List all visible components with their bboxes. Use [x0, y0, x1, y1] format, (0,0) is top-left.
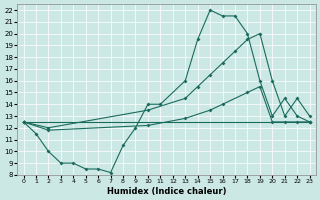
- X-axis label: Humidex (Indice chaleur): Humidex (Indice chaleur): [107, 187, 226, 196]
